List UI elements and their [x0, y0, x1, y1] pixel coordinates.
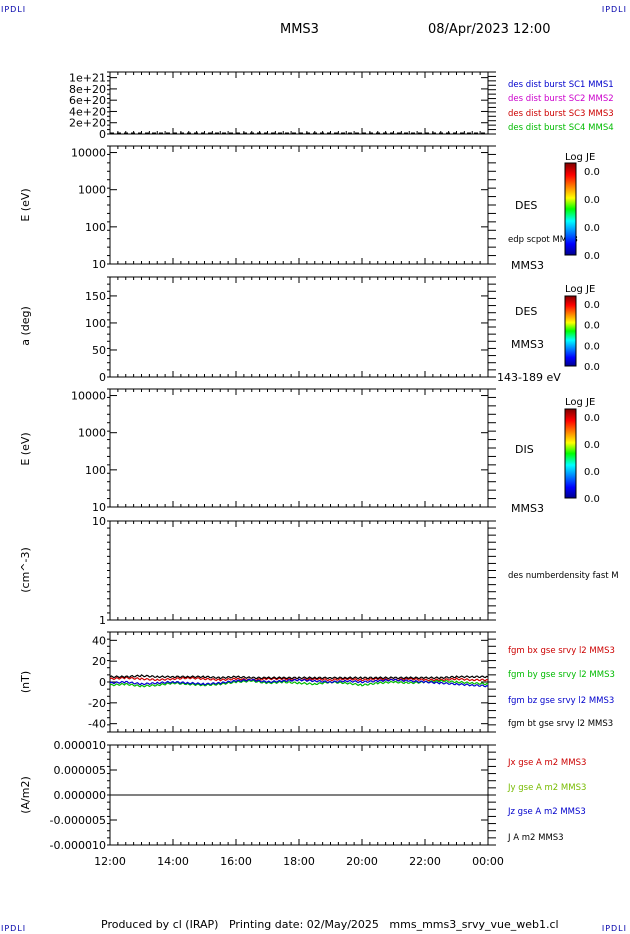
x-tick-label: 16:00 [220, 855, 252, 868]
y-tick-label: 10 [92, 501, 106, 514]
panel-label-right: DIS [515, 443, 534, 456]
colorbar-title: Log JE [565, 397, 595, 408]
y-tick-label: 40 [92, 634, 106, 647]
y-axis-label: E (eV) [19, 188, 32, 221]
y-tick-label: 4e+20 [69, 105, 106, 118]
panel-label-right: DES [515, 305, 537, 318]
corner-label-bottom-right: IPDLI [601, 924, 627, 933]
colorbar-title: Log JE [565, 284, 595, 295]
y-tick-label: 6e+20 [69, 94, 106, 107]
panel-label-right2: edp scpot MMS3 [508, 235, 578, 245]
panel-frame-5 [109, 520, 489, 621]
legend-entry: J A m2 MMS3 [507, 833, 564, 843]
legend-entry: fgm bx gse srvy l2 MMS3 [508, 646, 615, 656]
colorbar-tick-label: 0.0 [584, 321, 600, 332]
y-axis-label: (A/m2) [19, 776, 32, 814]
y-tick-label: 150 [85, 290, 106, 303]
legend-entry: fgm bt gse srvy l2 MMS3 [508, 719, 613, 729]
y-tick-label: 0.000005 [54, 764, 107, 777]
panel-label-right: DES [515, 199, 537, 212]
x-tick-label: 14:00 [157, 855, 189, 868]
y-tick-label: 0.000000 [54, 789, 107, 802]
x-tick-label: 20:00 [346, 855, 378, 868]
x-tick-label: 18:00 [283, 855, 315, 868]
colorbar-tick-label: 0.0 [584, 467, 600, 478]
y-tick-label: -40 [88, 718, 106, 731]
y-tick-label: 10 [92, 515, 106, 528]
legend-entry: des dist burst SC3 MMS3 [508, 109, 614, 119]
colorbar-tick-label: 0.0 [584, 251, 600, 262]
legend-entry: des dist burst SC4 MMS4 [508, 123, 614, 133]
colorbar-tick-label: 0.0 [584, 413, 600, 424]
series-line [109, 678, 489, 688]
y-tick-label: -0.000010 [50, 839, 106, 852]
panel-label-bottom: MMS3 [511, 502, 544, 515]
colorbar [564, 162, 577, 256]
legend-entry: des dist burst SC2 MMS2 [508, 94, 614, 104]
panel-label-bottom: MMS3 [511, 259, 544, 272]
legend-entry: des numberdensity fast M [508, 571, 619, 581]
legend-entry: Jy gse A m2 MMS3 [507, 783, 586, 793]
colorbar [564, 408, 577, 499]
legend-entry: Jx gse A m2 MMS3 [507, 758, 586, 768]
corner-label-top-right: IPDLI [601, 5, 627, 14]
y-tick-label: 0.000010 [54, 739, 107, 752]
legend-entry: Jz gse A m2 MMS3 [507, 807, 586, 817]
panel-frame-1 [109, 71, 489, 135]
colorbar-tick-label: 0.0 [584, 195, 600, 206]
series-line [109, 674, 489, 680]
y-tick-label: 0 [99, 676, 106, 689]
legend-entry: fgm bz gse srvy l2 MMS3 [508, 696, 614, 706]
y-axis-label: E (eV) [19, 432, 32, 465]
panel-frame-2 [109, 145, 489, 265]
y-tick-label: 0 [99, 128, 106, 141]
y-tick-label: 8e+20 [69, 83, 106, 96]
x-tick-label: 22:00 [409, 855, 441, 868]
y-axis-label: (cm^-3) [19, 547, 32, 593]
panel-label-bottom: 143-189 eV [497, 371, 561, 384]
colorbar-tick-label: 0.0 [584, 440, 600, 451]
corner-label-bottom-left: IPDLI [1, 924, 27, 933]
colorbar [564, 295, 577, 367]
y-tick-label: 20 [92, 655, 106, 668]
y-axis-label: a (deg) [19, 306, 32, 346]
y-tick-label: 100 [85, 464, 106, 477]
y-tick-label: 1e+21 [69, 72, 106, 85]
y-tick-label: 2e+20 [69, 117, 106, 130]
panel-label-right2: MMS3 [511, 338, 544, 351]
y-tick-label: 1 [99, 614, 106, 627]
y-tick-label: 10000 [71, 147, 106, 160]
y-tick-label: 10000 [71, 390, 106, 403]
colorbar-tick-label: 0.0 [584, 362, 600, 373]
colorbar-tick-label: 0.0 [584, 223, 600, 234]
legend-entry: fgm by gse srvy l2 MMS3 [508, 670, 615, 680]
colorbar-tick-label: 0.0 [584, 341, 600, 352]
colorbar-tick-label: 0.0 [584, 167, 600, 178]
y-tick-label: 1000 [78, 184, 106, 197]
y-tick-label: 100 [85, 221, 106, 234]
page-date: 08/Apr/2023 12:00 [428, 22, 551, 37]
footer-text: Produced by cl (IRAP) Printing date: 02/… [101, 918, 559, 931]
y-tick-label: 10 [92, 258, 106, 271]
page-title: MMS3 [280, 22, 319, 37]
y-tick-label: 1000 [78, 427, 106, 440]
y-axis-label: (nT) [19, 671, 32, 693]
colorbar-title: Log JE [565, 152, 595, 163]
colorbar-tick-label: 0.0 [584, 494, 600, 505]
colorbar-tick-label: 0.0 [584, 300, 600, 311]
y-tick-label: -0.000005 [50, 814, 106, 827]
x-tick-label: 12:00 [94, 855, 126, 868]
y-tick-label: 0 [99, 371, 106, 384]
legend-entry: des dist burst SC1 MMS1 [508, 80, 614, 90]
panel-frame-4 [109, 388, 489, 508]
corner-label-top-left: IPDLI [1, 5, 27, 14]
y-tick-label: 100 [85, 317, 106, 330]
x-tick-label: 00:00 [472, 855, 504, 868]
y-tick-label: 50 [92, 344, 106, 357]
panel-frame-3 [109, 276, 489, 378]
y-tick-label: -20 [88, 697, 106, 710]
